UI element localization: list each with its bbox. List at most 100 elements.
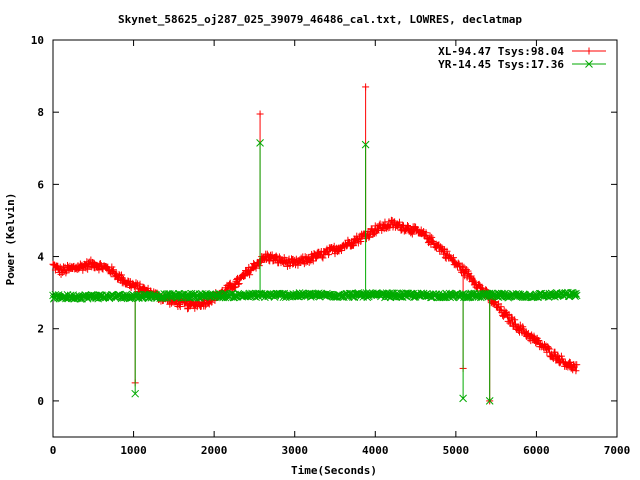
data-point — [57, 270, 65, 278]
y-tick-label: 2 — [37, 323, 44, 336]
spike-point — [362, 83, 370, 91]
y-tick-label: 0 — [37, 395, 44, 408]
data-point — [49, 260, 57, 268]
spike-point — [361, 140, 370, 149]
data-point — [368, 226, 376, 234]
data-point — [118, 293, 127, 302]
plot-area-frame — [52, 39, 618, 438]
data-point — [95, 266, 103, 274]
data-point — [570, 290, 579, 299]
x-tick-label: 7000 — [604, 444, 631, 457]
data-point — [422, 229, 430, 237]
data-point — [230, 284, 238, 292]
y-tick-label: 6 — [37, 178, 44, 191]
data-point — [467, 272, 475, 280]
data-point — [132, 279, 140, 287]
axis-ticks: 0 1000 2000 3000 4000 5000 6000 7000 0 2 4 6 8 10 — [31, 34, 631, 457]
data-point — [109, 268, 117, 276]
data-point — [428, 233, 436, 241]
data-point — [443, 247, 451, 255]
data-point — [475, 280, 483, 288]
data-point — [270, 257, 278, 265]
x-tick-label: 2000 — [201, 444, 228, 457]
data-point — [257, 258, 265, 266]
spike-point — [131, 389, 140, 398]
data-point — [263, 250, 271, 258]
data-point — [136, 280, 144, 288]
data-point — [116, 272, 124, 280]
series-1 — [49, 83, 581, 405]
data-point — [572, 291, 581, 300]
data-point — [520, 325, 528, 333]
data-point — [497, 303, 505, 311]
data-point — [535, 336, 543, 344]
data-point — [272, 252, 280, 260]
data-point — [318, 253, 326, 261]
data-point — [572, 367, 580, 375]
data-point — [429, 238, 437, 246]
x-tick-label: 6000 — [523, 444, 550, 457]
y-tick-label: 4 — [37, 251, 44, 264]
data-point — [246, 267, 254, 275]
data-point — [260, 290, 268, 299]
series-2 — [49, 139, 581, 405]
data-point — [545, 345, 553, 353]
data-point — [234, 280, 242, 288]
data-point — [407, 229, 415, 237]
data-point — [572, 289, 580, 298]
data-point — [510, 321, 518, 329]
data-point — [571, 292, 579, 300]
data-point — [573, 361, 581, 369]
data-point — [233, 275, 241, 283]
x-tick-label: 0 — [50, 444, 57, 457]
data-point — [117, 271, 125, 279]
data-point — [325, 251, 333, 259]
x-tick-label: 4000 — [362, 444, 389, 457]
data-point — [511, 316, 519, 324]
data-point — [564, 363, 572, 371]
data-point — [197, 292, 206, 301]
data-point — [337, 247, 345, 255]
data-point — [176, 303, 184, 311]
data-point — [301, 253, 309, 261]
data-point — [303, 254, 311, 262]
data-point — [225, 280, 233, 288]
data-point — [357, 238, 365, 246]
data-point — [404, 222, 412, 230]
data-point — [565, 360, 573, 368]
y-tick-label: 8 — [37, 106, 44, 119]
spike-point — [459, 394, 467, 403]
data-point — [82, 264, 90, 272]
data-point — [235, 280, 243, 288]
x-tick-label: 1000 — [120, 444, 147, 457]
legend-marker — [585, 60, 593, 68]
data-point — [365, 233, 373, 241]
data-point — [305, 258, 313, 266]
data-point — [458, 262, 466, 270]
data-point — [167, 299, 175, 307]
y-tick-label: 10 — [31, 34, 44, 47]
data-point — [449, 254, 457, 262]
legend-entry-label: YR-14.45 Tsys:17.36 — [438, 58, 564, 71]
data-point — [503, 312, 511, 320]
data-point — [369, 231, 377, 239]
data-point — [51, 266, 59, 274]
series-layer — [49, 83, 581, 405]
data-point — [426, 232, 434, 240]
data-point — [287, 259, 295, 267]
spike-point — [256, 139, 264, 147]
data-point — [545, 344, 553, 352]
data-point — [255, 262, 263, 270]
chart-title: Skynet_58625_oj287_025_39079_46486_cal.t… — [118, 13, 522, 26]
data-point — [462, 266, 470, 274]
data-point — [366, 232, 374, 240]
spike-point — [256, 110, 264, 118]
y-axis-label: Power (Kelvin) — [4, 193, 17, 286]
data-point — [109, 266, 117, 274]
x-axis-label: Time(Seconds) — [291, 464, 377, 477]
data-point — [367, 225, 375, 233]
x-tick-label: 5000 — [443, 444, 470, 457]
